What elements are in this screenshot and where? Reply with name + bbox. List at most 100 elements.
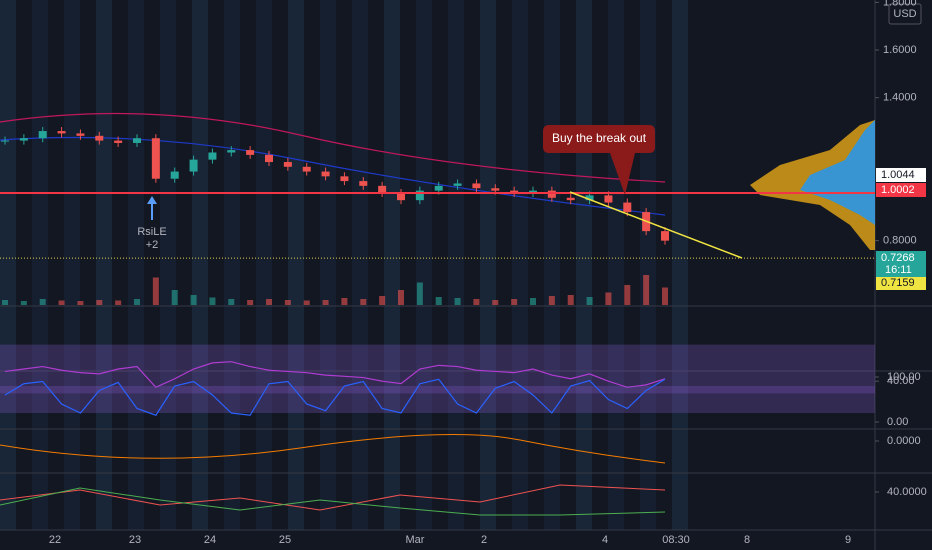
- candle: [1, 140, 9, 142]
- x-tick-label: 4: [602, 534, 608, 546]
- countdown: 16:11: [885, 264, 912, 276]
- candle: [133, 138, 141, 143]
- rsi-line: [4, 361, 666, 389]
- volume-bar: [20, 301, 27, 305]
- session-stripe: [256, 0, 272, 530]
- x-tick-label: 22: [49, 534, 61, 546]
- volume-bar: [530, 298, 536, 305]
- candle: [265, 154, 273, 163]
- volume-bar: [398, 290, 404, 305]
- signal-name: RsiLE: [137, 226, 166, 238]
- session-stripe: [416, 0, 432, 530]
- session-stripe: [352, 0, 368, 530]
- callout: [543, 125, 655, 195]
- candle: [283, 162, 292, 167]
- candle: [585, 195, 594, 201]
- volume-bar: [39, 299, 46, 305]
- candle: [378, 185, 387, 194]
- session-stripe: [128, 0, 144, 530]
- volume-bar: [77, 301, 84, 305]
- session-stripe: [224, 0, 240, 530]
- volume-bar: [492, 300, 499, 305]
- signal-count: +2: [146, 239, 159, 251]
- price-label-box: [876, 251, 926, 265]
- candle: [57, 131, 66, 134]
- background: [0, 0, 688, 530]
- volume-bar: [435, 297, 442, 305]
- volume-bar: [171, 290, 178, 305]
- volume-bar: [511, 299, 518, 305]
- candle: [19, 138, 28, 141]
- volume-bar: [284, 300, 291, 305]
- candle: [434, 185, 443, 191]
- candle: [76, 133, 85, 136]
- volume-bar: [58, 300, 65, 305]
- session-stripe: [608, 0, 624, 530]
- volume-bar: [662, 287, 668, 305]
- session-stripe: [0, 0, 16, 530]
- trendline: [569, 191, 743, 259]
- volume-bar: [134, 299, 140, 305]
- stoch-line: [4, 378, 666, 416]
- volume-bar: [548, 296, 555, 305]
- countdown-box: [876, 264, 926, 277]
- y-tick-label: 0.8000: [883, 235, 917, 247]
- price-label: 0.7268: [881, 252, 915, 264]
- price-label: 1.0002: [881, 184, 915, 196]
- candle: [95, 135, 104, 141]
- volume-profile: [800, 120, 875, 225]
- volume-bar: [2, 300, 8, 305]
- candle: [491, 188, 500, 191]
- candle: [114, 140, 123, 143]
- candle: [170, 171, 179, 179]
- candle: [623, 202, 632, 213]
- volume-bar: [624, 285, 631, 305]
- volume-bar: [379, 296, 386, 305]
- volume-bar: [303, 300, 310, 305]
- session-stripe: [320, 0, 336, 530]
- currency: USD: [893, 8, 916, 20]
- session-stripe: [160, 0, 176, 530]
- y-tick-label: 1.6000: [883, 44, 917, 56]
- y-tick-label: 1.8000: [883, 0, 917, 8]
- volume-bar: [247, 300, 254, 305]
- price-label-box: [876, 276, 926, 290]
- volume-bar: [96, 300, 103, 305]
- candle: [151, 138, 160, 179]
- session-stripe: [64, 0, 80, 530]
- x-tick-label: 9: [845, 534, 851, 546]
- y-tick-label: 0.0000: [887, 435, 921, 447]
- session-stripe: [512, 0, 528, 530]
- candle: [208, 152, 217, 160]
- session-stripe: [192, 0, 208, 530]
- volume-bar: [567, 295, 574, 305]
- session-stripe: [288, 0, 304, 530]
- volume-bar: [152, 277, 159, 305]
- volume-bar: [266, 299, 272, 305]
- candle: [38, 131, 47, 139]
- volume-bar: [190, 295, 197, 305]
- volume-bar: [454, 298, 461, 305]
- volume-bar: [209, 297, 216, 305]
- candle: [604, 195, 613, 203]
- x-tick-label: 8: [744, 534, 750, 546]
- volume-bar: [416, 282, 423, 305]
- x-tick-label: 25: [279, 534, 291, 546]
- session-stripe: [640, 0, 656, 530]
- session-stripe: [544, 0, 560, 530]
- candle: [547, 190, 556, 198]
- candle: [566, 197, 575, 201]
- price-label: 0.7159: [881, 277, 915, 289]
- y-tick-label: 40.0000: [887, 486, 927, 498]
- volume-bar: [115, 300, 122, 305]
- price-label-box: [876, 168, 926, 182]
- volume-bar: [643, 275, 650, 305]
- volume-bar: [473, 299, 480, 305]
- x-tick-label: Mar: [406, 534, 425, 546]
- candle: [246, 150, 255, 155]
- candle: [189, 159, 198, 172]
- volume-bar: [360, 299, 367, 305]
- session-stripe: [480, 0, 496, 530]
- dmi-line: [0, 484, 666, 511]
